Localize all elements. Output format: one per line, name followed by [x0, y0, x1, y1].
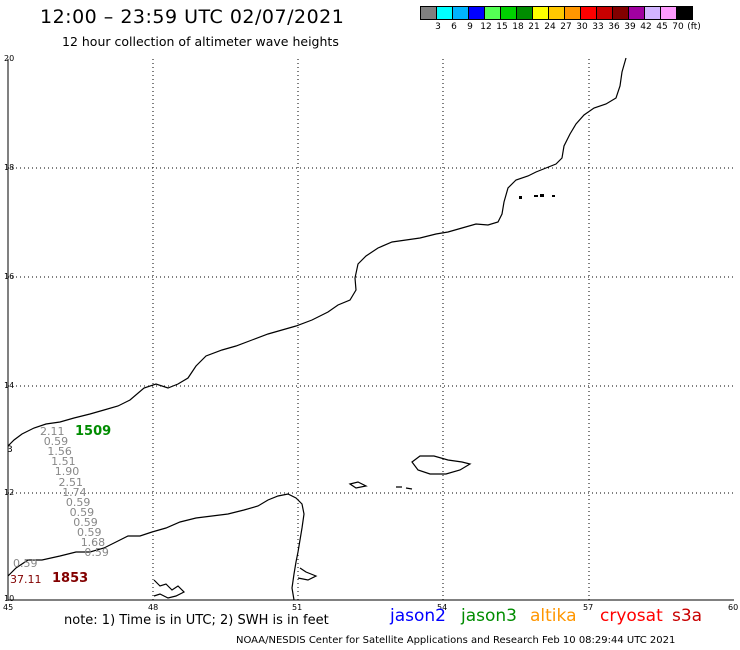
- colorbar-label: 15: [496, 22, 508, 32]
- arabian-coastline: [7, 57, 627, 447]
- longitude-tick-label: 45: [3, 603, 14, 612]
- wave-height-colorbar: [420, 6, 693, 20]
- kuria-muria-islands: [519, 194, 555, 199]
- wave-height-value: 0.59: [65, 495, 91, 509]
- longitude-tick-label: 54: [437, 603, 448, 612]
- wave-height-value: 1.74: [62, 485, 87, 499]
- latitude-tick-label: 18: [4, 163, 15, 172]
- satellite-legend-entry: s3a: [672, 606, 703, 626]
- colorbar-label: 21: [528, 22, 540, 32]
- wave-height-value: 1.68: [80, 536, 106, 550]
- graticule: [8, 59, 734, 600]
- pass-time-label: 1509: [75, 424, 112, 439]
- wave-height-value: 2.11: [40, 425, 65, 438]
- colorbar-label: 18: [512, 22, 524, 32]
- latitude-tick-label: 12: [4, 488, 15, 497]
- longitude-tick-label: 48: [148, 603, 159, 612]
- latitude-tick-label: 14: [4, 381, 15, 390]
- wave-height-value: 0.59: [84, 546, 109, 560]
- credit-line: NOAA/NESDIS Center for Satellite Applica…: [236, 635, 676, 646]
- coast-label-3: 3: [7, 445, 13, 455]
- horn-tip: [297, 567, 318, 581]
- socotra-island: [411, 455, 472, 475]
- satellite-legend-entry: jason2: [390, 606, 446, 626]
- wave-height-value: 2.51: [58, 475, 84, 489]
- colorbar-label: 30: [576, 22, 588, 32]
- wave-height-value: 1.51: [51, 455, 76, 469]
- colorbar-label: 9: [467, 22, 473, 32]
- somali-coastline: [7, 493, 305, 601]
- wave-height-value: 0.59: [13, 557, 38, 570]
- satellite-legend-entry: cryosat: [600, 606, 663, 626]
- abd-al-kuri-island: [348, 481, 368, 489]
- latitude-tick-label: 10: [4, 594, 15, 603]
- small-islets: [396, 486, 413, 490]
- wave-height-value: 0.59: [73, 515, 98, 529]
- longitude-tick-label: 57: [583, 603, 594, 612]
- wave-height-value: 1.90: [54, 465, 80, 479]
- colorbar-label: 39: [624, 22, 636, 32]
- colorbar-label: 70: [672, 22, 684, 32]
- satellite-legend-entry: jason3: [461, 606, 517, 626]
- wave-height-value: 0.59: [43, 435, 69, 449]
- units-note: note: 1) Time is in UTC; 2) SWH is in fe…: [64, 613, 329, 628]
- longitude-tick-label: 51: [292, 603, 303, 612]
- colorbar-label: 6: [451, 22, 457, 32]
- latitude-tick-label: 20: [4, 54, 15, 63]
- latitude-tick-label: 16: [4, 272, 15, 281]
- map-title: 12:00 – 23:59 UTC 02/07/2021: [40, 6, 345, 28]
- longitude-tick-label: 60: [728, 603, 739, 612]
- colorbar-label: 45: [656, 22, 668, 32]
- colorbar-label: 42: [640, 22, 652, 32]
- colorbar-label: 27: [560, 22, 572, 32]
- colorbar-label: 33: [592, 22, 604, 32]
- colorbar-label: 24: [544, 22, 556, 32]
- coastal-inlet: [153, 579, 186, 599]
- colorbar-label: 12: [480, 22, 492, 32]
- wave-height-value: 37.11: [10, 573, 42, 586]
- colorbar-label: 36: [608, 22, 620, 32]
- wave-height-value: 0.59: [77, 526, 102, 539]
- wave-height-value: 1.56: [47, 445, 72, 459]
- colorbar-label: (ft): [687, 22, 701, 32]
- colorbar-swatch: [676, 6, 693, 20]
- wave-height-value: 0.59: [69, 505, 95, 519]
- satellite-legend-entry: altika: [530, 606, 577, 626]
- colorbar-label: 3: [435, 22, 441, 32]
- pass-time-label: 1853: [52, 571, 89, 586]
- map-subtitle: 12 hour collection of altimeter wave hei…: [62, 34, 339, 49]
